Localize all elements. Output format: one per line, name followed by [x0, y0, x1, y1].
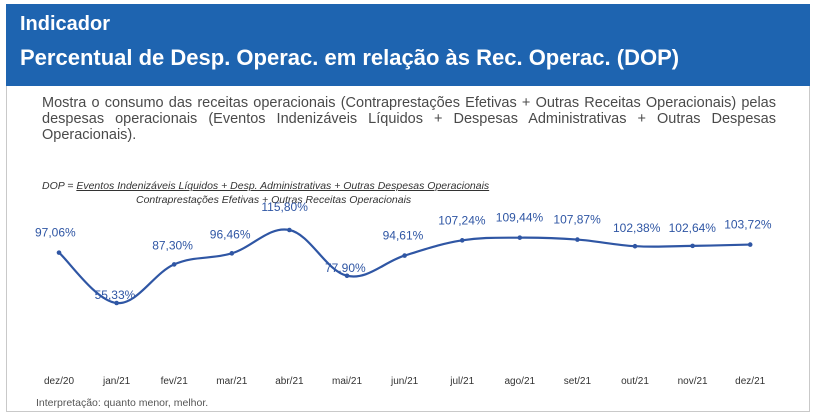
data-point: [56, 250, 62, 255]
data-point: [171, 262, 177, 267]
x-tick-label: dez/20: [44, 376, 74, 387]
data-point: [517, 235, 523, 240]
data-point: [747, 242, 753, 247]
formula-numerator: Eventos Indenizáveis Líquidos + Desp. Ad…: [76, 180, 490, 192]
header-kicker: Indicador: [20, 13, 111, 35]
header-banner: Indicador Percentual de Desp. Operac. em…: [6, 4, 810, 86]
data-label: 77,90%: [325, 261, 366, 275]
data-label: 94,61%: [383, 229, 424, 243]
data-point: [287, 227, 292, 233]
x-tick-label: jul/21: [449, 376, 474, 387]
data-point: [114, 300, 119, 306]
x-tick-label: jun/21: [390, 376, 419, 387]
data-label: 102,64%: [669, 221, 717, 235]
page-title: Percentual de Desp. Operac. em relação à…: [20, 45, 680, 70]
data-point: [632, 243, 638, 249]
x-tick-label: mar/21: [216, 376, 248, 387]
data-point: [575, 237, 580, 242]
data-point: [229, 251, 235, 256]
x-tick-label: fev/21: [161, 376, 189, 387]
formula-numerator-line: DOP = Eventos Indenizáveis Líquidos + De…: [42, 180, 489, 192]
indicator-description: Mostra o consumo das receitas operaciona…: [42, 95, 776, 143]
data-label: 109,44%: [496, 211, 544, 225]
interpretation-note: Interpretação: quanto menor, melhor.: [36, 397, 209, 409]
labels-layer: 97,06% 55,33% 87,30% 96,46% 115,80% 77,90% 94,…: [35, 200, 772, 302]
data-label: 55,33%: [95, 288, 136, 302]
x-tick-label: mai/21: [332, 376, 362, 387]
x-tick-label: abr/21: [275, 376, 304, 387]
x-tick-label: dez/21: [735, 376, 765, 387]
x-tick-label: jan/21: [102, 376, 131, 387]
x-tick-label: set/21: [564, 376, 592, 387]
formula-denominator: Contraprestações Efetivas + Outras Recei…: [136, 194, 412, 206]
data-point: [690, 243, 695, 249]
data-point: [402, 253, 407, 258]
data-label: 115,80%: [261, 200, 308, 214]
points-layer: [56, 227, 753, 306]
data-label: 103,72%: [724, 218, 772, 232]
data-label: 107,87%: [553, 213, 601, 227]
data-point: [459, 238, 465, 243]
data-label: 97,06%: [35, 226, 76, 240]
data-label: 102,38%: [613, 221, 661, 235]
ticks-layer: dez/20 jan/21 fev/21 mar/21 abr/21 mai/21 jun/…: [44, 376, 766, 387]
data-point: [344, 273, 350, 279]
data-label: 96,46%: [210, 227, 251, 241]
x-tick-label: out/21: [621, 376, 649, 387]
data-label: 107,24%: [438, 213, 486, 227]
x-tick-label: ago/21: [505, 376, 536, 387]
x-tick-label: nov/21: [678, 376, 708, 387]
formula-prefix: DOP =: [42, 180, 77, 192]
data-label: 87,30%: [152, 238, 193, 252]
